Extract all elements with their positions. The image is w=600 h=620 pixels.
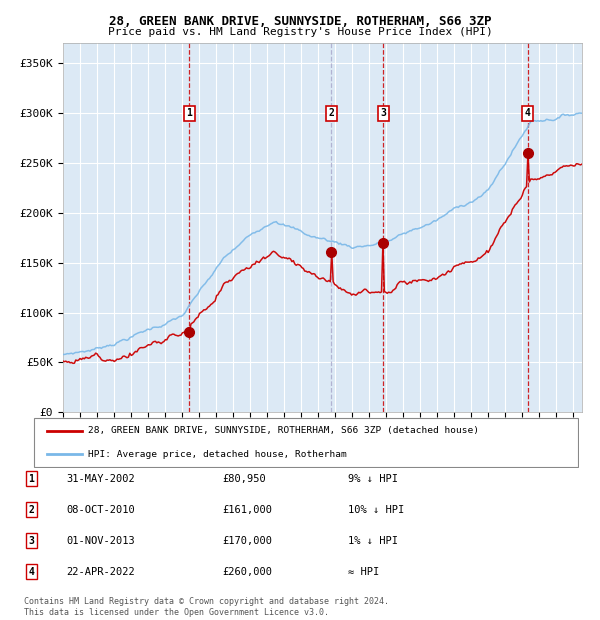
Text: £260,000: £260,000 (222, 567, 272, 577)
Text: £80,950: £80,950 (222, 474, 266, 484)
Text: £161,000: £161,000 (222, 505, 272, 515)
Text: 28, GREEN BANK DRIVE, SUNNYSIDE, ROTHERHAM, S66 3ZP (detached house): 28, GREEN BANK DRIVE, SUNNYSIDE, ROTHERH… (88, 427, 479, 435)
Text: 31-MAY-2002: 31-MAY-2002 (66, 474, 135, 484)
Text: Price paid vs. HM Land Registry's House Price Index (HPI): Price paid vs. HM Land Registry's House … (107, 27, 493, 37)
Text: 9% ↓ HPI: 9% ↓ HPI (348, 474, 398, 484)
FancyBboxPatch shape (34, 418, 578, 467)
Text: 2: 2 (28, 505, 34, 515)
Text: 1: 1 (28, 474, 34, 484)
Text: Contains HM Land Registry data © Crown copyright and database right 2024.
This d: Contains HM Land Registry data © Crown c… (24, 598, 389, 617)
Text: 22-APR-2022: 22-APR-2022 (66, 567, 135, 577)
Text: 08-OCT-2010: 08-OCT-2010 (66, 505, 135, 515)
Text: 1: 1 (187, 108, 192, 118)
Text: 2: 2 (328, 108, 334, 118)
Text: 3: 3 (380, 108, 386, 118)
Text: £170,000: £170,000 (222, 536, 272, 546)
Text: 01-NOV-2013: 01-NOV-2013 (66, 536, 135, 546)
Text: 4: 4 (525, 108, 530, 118)
Text: HPI: Average price, detached house, Rotherham: HPI: Average price, detached house, Roth… (88, 450, 346, 459)
Text: 1% ↓ HPI: 1% ↓ HPI (348, 536, 398, 546)
Text: 4: 4 (28, 567, 34, 577)
Text: 3: 3 (28, 536, 34, 546)
Text: 10% ↓ HPI: 10% ↓ HPI (348, 505, 404, 515)
Text: 28, GREEN BANK DRIVE, SUNNYSIDE, ROTHERHAM, S66 3ZP: 28, GREEN BANK DRIVE, SUNNYSIDE, ROTHERH… (109, 15, 491, 28)
Text: ≈ HPI: ≈ HPI (348, 567, 379, 577)
